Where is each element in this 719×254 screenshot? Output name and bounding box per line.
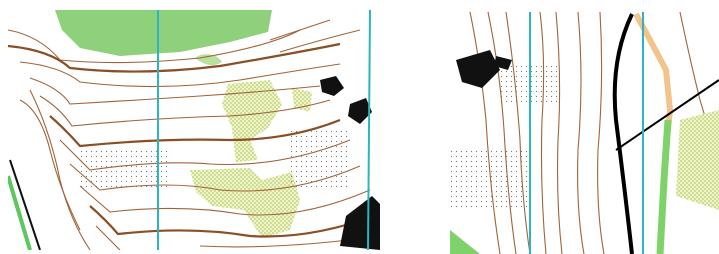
map-view <box>0 0 719 254</box>
left-map <box>8 10 380 250</box>
page: {} <box>0 0 719 254</box>
rough-open-land <box>676 110 719 210</box>
right-map <box>450 12 719 254</box>
stony-ground <box>450 150 530 210</box>
map-background <box>450 12 719 254</box>
stony-ground <box>290 130 350 190</box>
